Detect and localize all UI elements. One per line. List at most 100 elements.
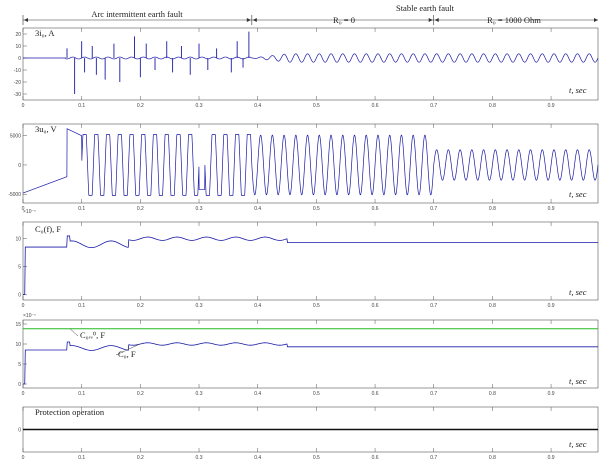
x-tick-label: 0.1 xyxy=(78,206,85,212)
x-tick-label: 0.4 xyxy=(254,303,261,309)
capacitance-trace xyxy=(23,235,598,295)
panel-u0-ylabel: 3u₀, V xyxy=(35,124,58,134)
x-tick-label: 0.9 xyxy=(548,103,555,109)
panel-zero-sequence-voltage: 5000 0 -5000 0 0.1 0.2 0.3 0.4 0.5 0.6 0.7 0.8 0.9 xyxy=(8,123,599,212)
y-tick-label: 10 xyxy=(15,342,21,348)
reference-pointer xyxy=(69,328,79,337)
x-tick-label: 0.6 xyxy=(372,391,379,397)
y-tick-label: -10 xyxy=(14,68,21,74)
panel-i0-xlabel: t, sec xyxy=(569,85,587,95)
estimate-label: C₀, F xyxy=(118,349,136,359)
reference-label: C₀ᵣₑ⁰, F xyxy=(80,330,105,340)
panel-c0est-exponent: ×10⁻⁷ xyxy=(23,313,36,319)
y-tick-label: -30 xyxy=(14,92,21,98)
y-tick-label: 10 xyxy=(15,237,21,243)
header-stable-label: Stable earth fault xyxy=(396,3,455,13)
header-arrowhead xyxy=(434,18,439,22)
header-arrowhead xyxy=(428,18,433,22)
header-arrowhead xyxy=(246,18,251,22)
x-tick-label: 0.4 xyxy=(254,391,261,397)
panel-prot-xlabel: t, sec xyxy=(569,439,587,449)
x-tick-label: 0.5 xyxy=(313,391,320,397)
x-tick-label: 0.6 xyxy=(372,303,379,309)
x-tick-label: 0.2 xyxy=(137,455,144,459)
x-tick-label: 0.8 xyxy=(489,455,496,459)
x-tick-label: 0.2 xyxy=(137,391,144,397)
x-tick-label: 0.3 xyxy=(196,303,203,309)
x-tick-label: 0.8 xyxy=(489,206,496,212)
x-tick-label: 0.8 xyxy=(489,103,496,109)
panel-capacitance-estimate: 15 10 5 00 0.1 0.2 0.3 0.4 0.5 0.6 0.7 0.8 0.9 xyxy=(15,319,599,397)
x-tick-label: 0 xyxy=(22,206,25,212)
plot-frame xyxy=(22,27,599,101)
x-tick-label: 0.6 xyxy=(372,206,379,212)
x-tick-label: 0.7 xyxy=(430,455,437,459)
x-tick-label: 0.4 xyxy=(254,103,261,109)
x-tick-label: 0.6 xyxy=(372,103,379,109)
panel-c0-xlabel: t, sec xyxy=(569,287,587,297)
panel-protection-operation: 0 0 0.1 0.2 0.3 0.4 0.5 0.6 0.7 0.8 0.9 xyxy=(18,406,599,459)
panel-u0-xlabel: t, sec xyxy=(569,189,587,199)
estimate-pointer xyxy=(115,343,141,356)
x-tick-label: 0.2 xyxy=(137,206,144,212)
x-tick-label: 0.7 xyxy=(430,303,437,309)
panel-prot-ylabel: Protection operation xyxy=(35,407,105,417)
voltage-trace xyxy=(22,128,599,196)
x-tick-label: 0.3 xyxy=(196,455,203,459)
x-tick-label: 0.3 xyxy=(196,206,203,212)
x-tick-label: 0.6 xyxy=(372,455,379,459)
x-tick-label: 0.1 xyxy=(78,303,85,309)
x-tick-label: 0.5 xyxy=(313,455,320,459)
y-tick-label: -5000 xyxy=(8,192,21,198)
panel-c0-ylabel: C₀(f), F xyxy=(35,224,61,234)
x-tick-label: 0.3 xyxy=(196,391,203,397)
current-trace xyxy=(23,53,599,63)
x-tick-label: 0 xyxy=(22,303,25,309)
y-tick-label: 15 xyxy=(15,322,21,328)
header-arrowhead xyxy=(594,18,598,22)
x-tick-label: 0.8 xyxy=(489,391,496,397)
y-tick-label: -20 xyxy=(14,80,21,86)
x-tick-label: 0.1 xyxy=(78,455,85,459)
x-tick-label: 0.5 xyxy=(313,206,320,212)
y-tick-label: 0 xyxy=(18,382,21,388)
x-tick-label: 0.9 xyxy=(548,206,555,212)
x-tick-label: 0.9 xyxy=(548,391,555,397)
x-tick-label: 0 xyxy=(22,455,25,459)
y-tick-label: 0 xyxy=(18,428,21,434)
y-tick-label: 10 xyxy=(15,44,21,50)
panel-c0-exponent: ×10⁻⁷ xyxy=(23,209,36,215)
x-tick-label: 0.7 xyxy=(430,391,437,397)
x-tick-label: 0.9 xyxy=(548,303,555,309)
plot-frame xyxy=(22,319,599,389)
y-tick-label: 0 xyxy=(18,56,21,62)
x-tick-label: 0.8 xyxy=(489,303,496,309)
x-tick-label: 0.1 xyxy=(78,391,85,397)
plot-frame xyxy=(22,221,599,301)
y-tick-label: 0 xyxy=(18,292,21,298)
y-tick-label: 0 xyxy=(18,163,21,169)
estimated-capacitance-trace xyxy=(23,341,598,385)
x-tick-label: 0.7 xyxy=(430,206,437,212)
header: Arc intermittent earth fault Stable eart… xyxy=(22,3,598,25)
x-tick-label: 0.7 xyxy=(430,103,437,109)
x-tick-label: 0.2 xyxy=(137,303,144,309)
panel-c0est-xlabel: t, sec xyxy=(569,376,587,386)
header-arrowhead xyxy=(24,18,28,22)
x-tick-label: 0.4 xyxy=(254,455,261,459)
header-arrowhead xyxy=(252,18,257,22)
header-r1000-label: R₀ = 1000 Ohm xyxy=(487,15,541,25)
x-tick-label: 0.2 xyxy=(137,103,144,109)
header-r0-label: R₀ = 0 xyxy=(333,15,355,25)
x-tick-label: 0.5 xyxy=(313,103,320,109)
y-tick-label: 5 xyxy=(18,362,21,368)
x-tick-label: 0.5 xyxy=(313,303,320,309)
x-tick-label: 0.3 xyxy=(196,103,203,109)
panel-i0-ylabel: 3i₀, A xyxy=(35,28,55,38)
plot-frame xyxy=(22,123,599,204)
x-tick-label: 0.1 xyxy=(78,103,85,109)
x-tick-label: 0.4 xyxy=(254,206,261,212)
x-tick-label: 0 xyxy=(22,391,25,397)
